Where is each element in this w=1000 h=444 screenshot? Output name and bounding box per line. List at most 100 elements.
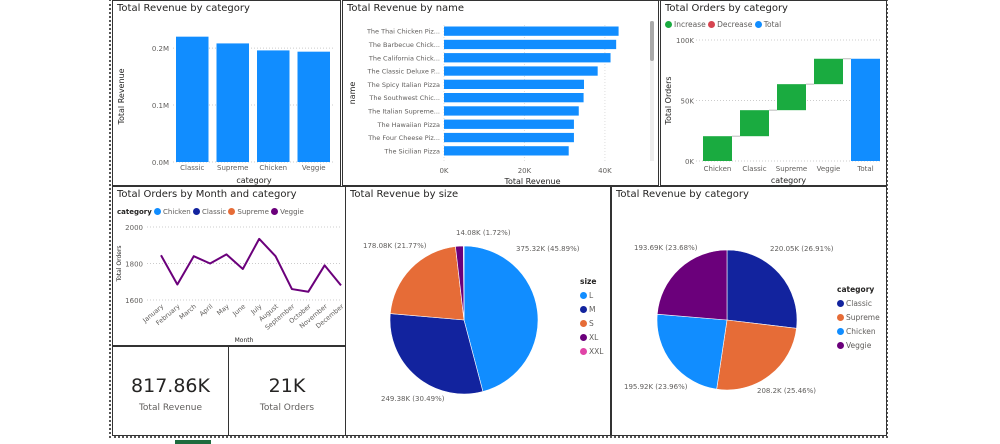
- x-axis-title: category: [236, 176, 272, 185]
- chart-title: Total Revenue by name: [347, 3, 465, 14]
- x-tick-label: May: [215, 302, 231, 317]
- x-tick-label: June: [230, 302, 247, 318]
- y-tick-label: The Sicilian Pizza: [383, 147, 440, 155]
- bar: [444, 132, 574, 143]
- x-tick-label: 20K: [518, 167, 532, 175]
- x-tick-label: March: [178, 302, 198, 321]
- legend-item[interactable]: Veggie: [271, 208, 304, 216]
- revenue-by-category-bar-chart[interactable]: Total Revenue by category 0.0M 0.1M 0.2M Cl…: [112, 0, 341, 186]
- bar: [444, 26, 619, 36]
- total-revenue-card[interactable]: 817.86K Total Revenue: [112, 346, 229, 436]
- y-tick-label: The California Chick...: [368, 54, 440, 62]
- data-label-xl: 14.08K (1.72%): [456, 229, 511, 237]
- legend-item-chicken[interactable]: Chicken: [837, 327, 880, 336]
- card-value: 21K: [268, 375, 306, 397]
- y-tick-label: The Barbecue Chick...: [368, 41, 440, 49]
- bar: [444, 53, 611, 63]
- revenue-by-size-pie-chart[interactable]: Total Revenue by size 14.08K (1.72%) 375…: [345, 186, 611, 436]
- y-tick-label: The Spicy Italian Pizza: [367, 81, 440, 89]
- pie-slice-m: [389, 313, 484, 395]
- orders-by-category-waterfall[interactable]: Total Orders by category Increase Decrea…: [660, 0, 887, 186]
- card-label: Total Orders: [259, 403, 315, 413]
- waterfall-bar-supreme: [777, 84, 806, 111]
- legend-title: size: [580, 277, 597, 286]
- chart-title: Total Revenue by category: [117, 3, 250, 14]
- revenue-by-name-bar-chart[interactable]: Total Revenue by name 0K 20K 40K The Thai C…: [342, 0, 659, 186]
- revenue-by-category-pie-chart[interactable]: Total Revenue by category 220.05K (26.91…: [611, 186, 887, 436]
- x-tick-label: 0K: [439, 167, 448, 175]
- waterfall-bar-veggie: [814, 58, 843, 85]
- legend-item-decrease[interactable]: Decrease: [708, 20, 752, 29]
- legend-item-m[interactable]: M: [580, 305, 603, 314]
- legend-item[interactable]: Supreme: [228, 208, 269, 216]
- legend-item-increase[interactable]: Increase: [665, 20, 706, 29]
- y-tick-label: The Thai Chicken Piz...: [366, 28, 440, 36]
- scrollbar-thumb[interactable]: [650, 21, 654, 61]
- data-label-classic: 220.05K (26.91%): [770, 245, 834, 253]
- bar: [444, 119, 574, 129]
- legend-item[interactable]: Chicken: [154, 208, 191, 216]
- card-value: 817.86K: [131, 375, 210, 397]
- y-tick-label: 0.2M: [152, 45, 169, 53]
- legend-item-total[interactable]: Total: [754, 20, 781, 29]
- bar-supreme: [216, 43, 249, 163]
- chart-title: Total Orders by category: [665, 3, 788, 14]
- x-axis-title: Month: [235, 337, 254, 344]
- pie-slice-supreme: [716, 319, 797, 391]
- legend-item-veggie[interactable]: Veggie: [837, 341, 880, 350]
- legend-item-xl[interactable]: XL: [580, 333, 603, 342]
- page-tab-indicator[interactable]: [175, 440, 211, 444]
- x-tick-label: Supreme: [776, 165, 807, 173]
- pie-slice-xxl: [463, 245, 465, 321]
- bar: [444, 106, 579, 116]
- y-axis-title: Total Orders: [116, 245, 123, 282]
- x-axis-title: category: [771, 176, 807, 185]
- y-tick-label: 1600: [125, 297, 143, 305]
- data-label-s: 178.08K (21.77%): [363, 242, 427, 250]
- y-tick-label: The Italian Supreme...: [367, 107, 440, 115]
- x-tick-label: Veggie: [817, 165, 841, 173]
- bar-chicken: [257, 50, 290, 162]
- pie-slice-s: [389, 246, 465, 321]
- line-legend: category Chicken Classic Supreme Veggie: [117, 208, 304, 216]
- legend-item-supreme[interactable]: Supreme: [837, 313, 880, 322]
- chart-title: Total Orders by Month and category: [117, 189, 297, 200]
- legend-title: category: [837, 285, 875, 294]
- y-tick-label: 0K: [685, 158, 694, 166]
- x-tick-label: Classic: [180, 164, 204, 172]
- legend-item-s[interactable]: S: [580, 319, 603, 328]
- pie-svg: [656, 249, 798, 391]
- x-tick-label: 40K: [598, 167, 612, 175]
- legend-item[interactable]: Classic: [192, 208, 226, 216]
- waterfall-bar-total: [851, 58, 880, 161]
- legend-item-l[interactable]: L: [580, 291, 603, 300]
- hbar-chart-svg: 0K 20K 40K The Thai Chicken Piz... The Barbe…: [348, 25, 619, 186]
- y-tick-label: 2000: [125, 224, 143, 232]
- x-tick-label: Classic: [742, 165, 766, 173]
- pie-svg: [389, 245, 539, 395]
- bar: [444, 66, 598, 76]
- size-legend: size L M S XL XXL: [580, 277, 603, 361]
- card-label: Total Revenue: [138, 403, 203, 413]
- category-legend: category Classic Supreme Chicken Veggie: [837, 285, 880, 355]
- bar: [444, 146, 569, 156]
- line-series-veggie: [160, 237, 342, 293]
- x-tick-label: April: [198, 302, 215, 318]
- pie-slice-veggie: [656, 249, 728, 321]
- total-orders-card[interactable]: 21K Total Orders: [228, 346, 346, 436]
- bar: [444, 39, 617, 50]
- bar-chart-svg: 0.0M 0.1M 0.2M Classic Supreme Chicken Veggie c…: [117, 36, 335, 185]
- chart-title: Total Revenue by size: [350, 189, 459, 200]
- legend-item-classic[interactable]: Classic: [837, 299, 880, 308]
- bar-veggie: [297, 51, 330, 163]
- legend-item-xxl[interactable]: XXL: [580, 347, 603, 356]
- bar: [444, 79, 584, 89]
- y-tick-label: The Southwest Chic...: [368, 94, 440, 102]
- bar-classic: [176, 36, 209, 162]
- y-tick-label: 0.0M: [152, 159, 169, 167]
- legend-title: category: [117, 208, 152, 216]
- orders-by-month-line-chart[interactable]: Total Orders by Month and category categ…: [112, 186, 346, 346]
- scrollbar[interactable]: [650, 21, 654, 161]
- bar: [444, 93, 584, 103]
